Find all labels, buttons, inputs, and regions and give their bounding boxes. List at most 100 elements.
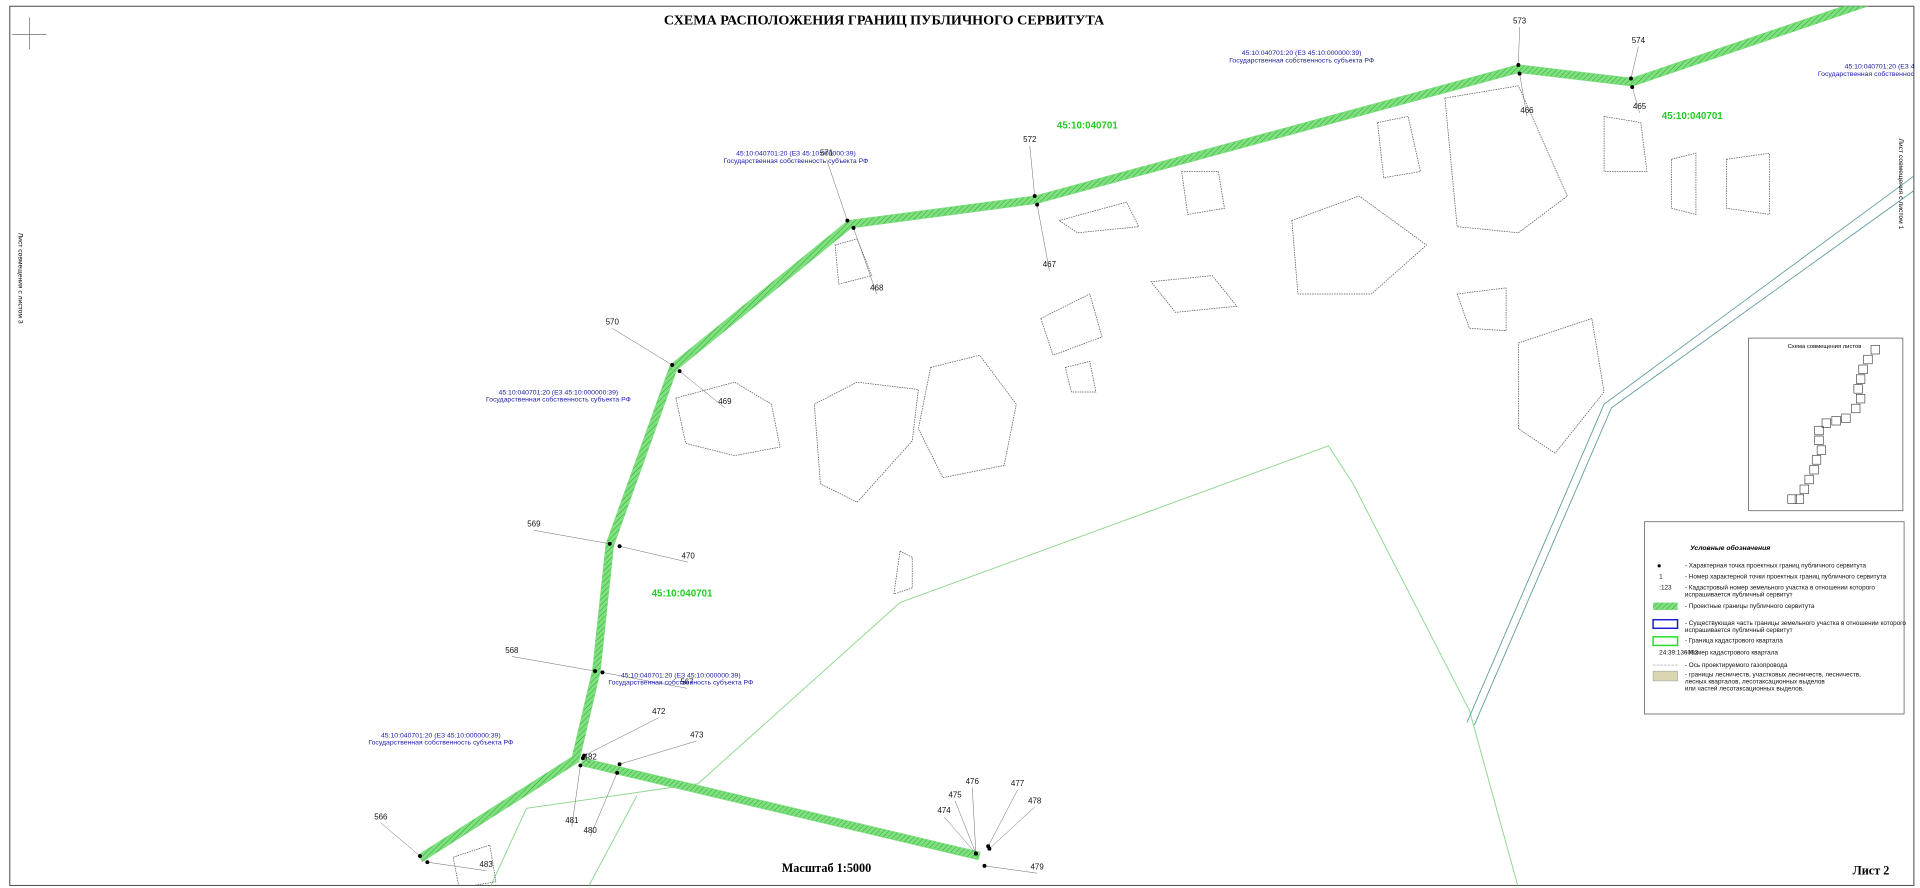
parcel-number: 45:10:040701:20 (ЕЗ 45:10:000000:39) xyxy=(1242,50,1362,57)
inset-sheet xyxy=(1804,474,1814,485)
point-number: 469 xyxy=(718,397,732,406)
boundary-point xyxy=(1630,85,1635,90)
leader-line xyxy=(984,865,1038,874)
boundary-point xyxy=(617,762,622,767)
inset-sheet xyxy=(1794,494,1804,504)
boundary-point xyxy=(973,851,978,856)
point-number: 570 xyxy=(606,318,620,327)
leader-line xyxy=(1518,27,1520,66)
inset-sheet xyxy=(1863,354,1873,365)
point-number: 474 xyxy=(937,806,951,815)
contours xyxy=(452,85,1770,886)
point-number: 479 xyxy=(1031,863,1045,872)
legend-corridor-hatch xyxy=(1653,602,1678,610)
legend-parcel xyxy=(1652,618,1679,630)
inset-sheet xyxy=(1821,418,1831,428)
leader-line xyxy=(533,530,610,545)
boundary-point xyxy=(1629,76,1633,81)
leader-line xyxy=(1036,204,1050,271)
leader-line xyxy=(1630,46,1639,79)
boundary-point xyxy=(982,863,987,868)
side-label: Лист совмещения с листом 1 xyxy=(1897,138,1904,229)
leader-line xyxy=(1632,86,1640,113)
point-number: 573 xyxy=(1513,16,1527,25)
leader-line xyxy=(511,656,596,672)
legend-forest xyxy=(1652,670,1678,682)
boundary-point xyxy=(580,756,585,761)
servitude-corridor xyxy=(417,6,1869,863)
boundary-point xyxy=(670,363,675,367)
leader-line xyxy=(612,328,673,366)
legend-text: - Проектные границы публичного сервитута xyxy=(1685,602,1815,610)
point-number: 572 xyxy=(1023,135,1037,144)
legend-quarter xyxy=(1652,636,1679,647)
inset-sheet xyxy=(1814,425,1824,436)
leader-line xyxy=(989,806,1035,849)
quarter-number: 45:10:040701 xyxy=(652,588,713,599)
leader-line xyxy=(619,740,697,765)
legend-symbol: :123 xyxy=(1659,585,1672,592)
parcel-owner: Государственная собственность субъе xyxy=(1818,70,1920,78)
boundary-point xyxy=(851,225,856,230)
boundary-point xyxy=(600,670,605,675)
parcel-owner: Государственная собственность субъекта Р… xyxy=(368,739,513,747)
inset-sheet xyxy=(1841,413,1851,423)
legend-text: - Номер кадастрового квартала xyxy=(1685,650,1779,657)
point-number: 470 xyxy=(682,551,696,560)
leader-line xyxy=(1519,73,1528,117)
legend-frame xyxy=(1644,521,1905,715)
boundary-point xyxy=(845,218,850,223)
legend-text: или частей лесотаксационных выделов. xyxy=(1685,684,1804,692)
boundary-point xyxy=(1032,194,1037,198)
legend-text: испрашивается публичный сервитут xyxy=(1685,626,1793,634)
parcel-owner: Государственная собственность субъекта Р… xyxy=(486,396,631,404)
legend-symbol: 24:39:136052 xyxy=(1659,650,1698,657)
leader-line xyxy=(589,772,618,837)
leader-line xyxy=(380,822,421,857)
legend-text: - Номер характерной точки проектных гран… xyxy=(1685,573,1887,581)
labels: 573 466 574 465 572 467 571 468 570 469 569 470 568 5… xyxy=(368,16,1920,872)
legend-text: лесных кварталов, лесотаксационных выдел… xyxy=(1685,679,1826,686)
parcel-owner: Государственная собственность субъекта Р… xyxy=(608,679,753,687)
point-number: 476 xyxy=(966,777,980,786)
inset-sheet xyxy=(1851,403,1861,414)
point-number: 467 xyxy=(1043,260,1057,269)
leader-line xyxy=(972,787,977,854)
point-number: 480 xyxy=(584,826,598,835)
inset-sheet xyxy=(1858,364,1868,374)
map-title: СХЕМА РАСПОЛОЖЕНИЯ ГРАНИЦ ПУБЛИЧНОГО СЕР… xyxy=(664,13,1105,29)
point-number: 478 xyxy=(1028,796,1042,805)
compass xyxy=(12,17,47,50)
parcel-number: 45:10:040701:20 (ЕЗ 45:10:000000:39) xyxy=(736,151,856,158)
legend-text: испрашивается публичный сервитут xyxy=(1685,591,1793,599)
frame xyxy=(9,5,1915,886)
legend-text: - Граница кадастрового квартала xyxy=(1685,637,1783,644)
boundary-point xyxy=(987,846,992,851)
point-number: 468 xyxy=(870,283,884,292)
legend: Условные обозначения - Характерная точка… xyxy=(1644,521,1906,715)
point-number: 567 xyxy=(680,678,694,687)
boundary-point xyxy=(578,763,583,768)
point-number: 568 xyxy=(505,646,519,655)
point-number: 465 xyxy=(1633,102,1647,111)
leader-line xyxy=(954,800,977,854)
inset-sheet xyxy=(1799,484,1809,494)
leader-line xyxy=(943,816,977,854)
legend-text: - Кадастровый номер земельного участка в… xyxy=(1685,584,1875,592)
boundary-point xyxy=(425,860,430,865)
leader-line xyxy=(679,370,726,409)
leader-line xyxy=(853,227,877,295)
boundary-point xyxy=(1035,202,1040,207)
leader-line xyxy=(619,546,689,563)
inset-sheet xyxy=(1853,384,1863,394)
point-number: 569 xyxy=(527,520,541,529)
parcel-number: 45:10:040701:20 (ЕЗ 45:10:000000:39) xyxy=(621,672,741,679)
leader-line xyxy=(602,672,687,689)
inset-sheet xyxy=(1856,374,1866,384)
quarter-number: 45:10:040701 xyxy=(1057,121,1118,132)
inset-sheet xyxy=(1831,416,1841,426)
point-number: 483 xyxy=(479,860,493,869)
leader-line xyxy=(571,765,581,827)
legend-text: - Ось проектируемого газопровода xyxy=(1685,662,1788,669)
